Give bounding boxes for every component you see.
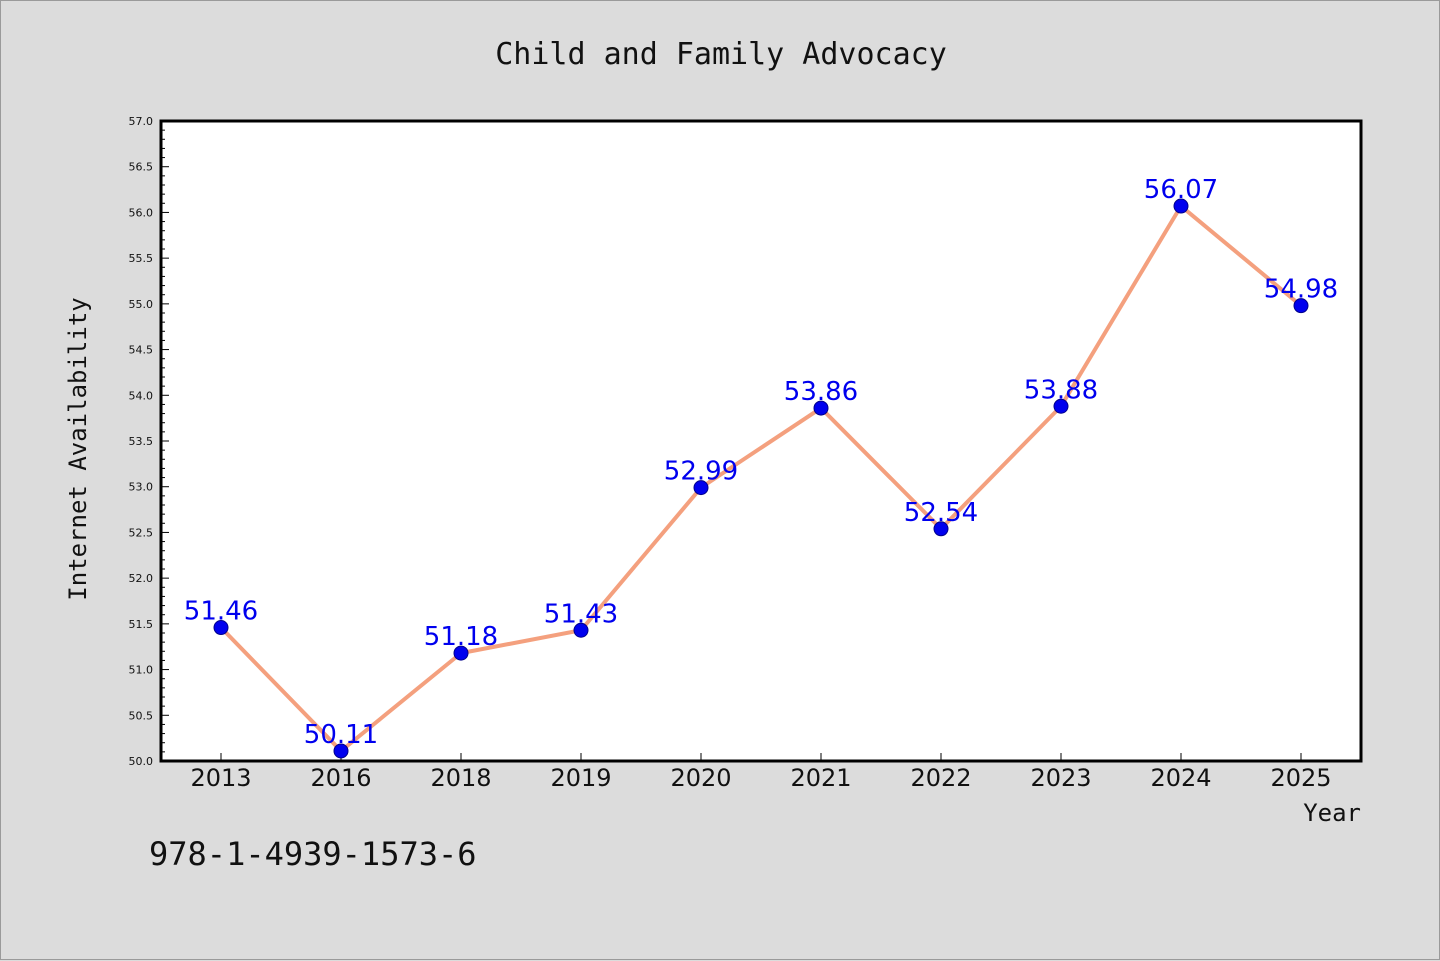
x-axis: 2013 2016 2018 2019 2020 2021 2022 2023 2024 2025 [190, 753, 1332, 792]
data-point [1293, 298, 1309, 314]
y-tick-label: 52.0 [129, 572, 154, 585]
y-tick-label: 50.0 [129, 755, 154, 768]
isbn-code: 978-1-4939-1573-6 [149, 835, 477, 873]
y-tick-label: 55.0 [129, 298, 154, 311]
x-tick-label: 2021 [790, 764, 851, 792]
y-tick-label: 53.0 [129, 481, 154, 494]
x-tick-label: 2025 [1270, 764, 1331, 792]
y-tick-label: 51.0 [129, 664, 154, 677]
data-point [933, 521, 949, 537]
x-tick-label: 2019 [550, 764, 611, 792]
data-point [213, 620, 229, 636]
data-label: 52.99 [664, 457, 738, 487]
data-point [693, 480, 709, 496]
data-label: 53.88 [1024, 375, 1098, 405]
y-tick-label: 55.5 [129, 252, 154, 265]
y-tick-label: 50.5 [129, 709, 154, 722]
y-tick-label: 56.0 [129, 206, 154, 219]
data-point [453, 645, 469, 661]
y-axis: 50.0 50.5 51.0 51.5 52.0 52.5 53.0 53.5 54.0 54.5… [129, 115, 169, 768]
data-label: 52.54 [904, 498, 978, 528]
y-tick-label: 53.5 [129, 435, 154, 448]
data-points [213, 198, 1309, 759]
data-labels: 51.46 50.11 51.18 51.43 52.99 53.86 52.54 53.88… [184, 175, 1338, 750]
x-tick-label: 2020 [670, 764, 731, 792]
data-point [813, 400, 829, 416]
y-axis-title: Internet Availability [64, 297, 92, 600]
chart-title: Child and Family Advocacy [495, 37, 947, 72]
y-tick-label: 54.0 [129, 389, 154, 402]
series-line [219, 204, 1303, 753]
y-tick-label: 54.5 [129, 344, 154, 357]
data-label: 54.98 [1264, 275, 1338, 305]
x-tick-label: 2018 [430, 764, 491, 792]
y-tick-label: 57.0 [129, 115, 154, 128]
data-point [1173, 198, 1189, 214]
x-tick-label: 2022 [910, 764, 971, 792]
y-tick-label: 56.5 [129, 161, 154, 174]
data-point [1053, 398, 1069, 414]
series-line-group [219, 204, 1303, 753]
data-label: 51.18 [424, 622, 498, 652]
x-tick-label: 2016 [310, 764, 371, 792]
x-tick-label: 2023 [1030, 764, 1091, 792]
data-point [333, 743, 349, 759]
y-tick-label: 51.5 [129, 618, 154, 631]
x-axis-title: Year [1303, 799, 1361, 827]
y-tick-label: 52.5 [129, 526, 154, 539]
plot-area [159, 119, 1363, 763]
data-label: 51.46 [184, 597, 258, 627]
data-label: 51.43 [544, 599, 618, 629]
x-tick-label: 2013 [190, 764, 251, 792]
data-label: 53.86 [784, 377, 858, 407]
data-label: 56.07 [1144, 175, 1218, 205]
data-point [573, 622, 589, 638]
data-label: 50.11 [304, 720, 378, 750]
x-tick-label: 2024 [1150, 764, 1211, 792]
